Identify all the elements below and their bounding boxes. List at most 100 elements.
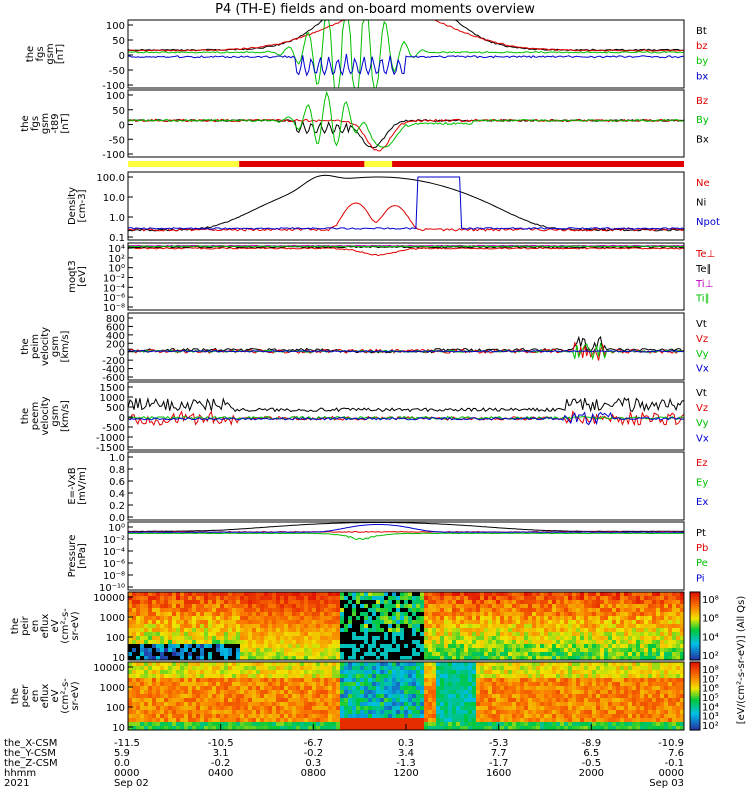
spectrogram-cell (668, 648, 673, 653)
spectrogram-cell (368, 674, 373, 679)
spectrogram-cell (404, 698, 409, 703)
spectrogram-cell (652, 666, 657, 671)
spectrogram-cell (676, 682, 681, 687)
spectrogram-cell (372, 616, 377, 621)
spectrogram-cell (616, 706, 621, 711)
spectrogram-cell (260, 656, 265, 661)
spectrogram-cell (276, 686, 281, 691)
spectrogram-cell (204, 640, 209, 645)
spectrogram-cell (188, 624, 193, 629)
spectrogram-cell (280, 604, 285, 609)
spectrogram-cell (196, 592, 201, 597)
spectrogram-cell (448, 624, 453, 629)
spectrogram-cell (652, 608, 657, 613)
spectrogram-cell (596, 592, 601, 597)
spectrogram-cell (640, 632, 645, 637)
spectrogram-cell (664, 604, 669, 609)
spectrogram-cell (224, 624, 229, 629)
spectrogram-cell (272, 666, 277, 671)
spectrogram-cell (324, 662, 329, 667)
spectrogram-cell (488, 596, 493, 601)
spectrogram-cell (540, 714, 545, 719)
spectrogram-cell (232, 640, 237, 645)
spectrogram-cell (428, 648, 433, 653)
spectrogram-cell (156, 652, 161, 657)
spectrogram-cell (556, 596, 561, 601)
spectrogram-cell (636, 714, 641, 719)
spectrogram-cell (484, 674, 489, 679)
spectrogram-cell (196, 722, 201, 727)
spectrogram-cell (420, 604, 425, 609)
spectrogram-cell (264, 706, 269, 711)
spectrogram-cell (608, 702, 613, 707)
spectrogram-cell (624, 648, 629, 653)
spectrogram-cell (244, 652, 249, 657)
spectrogram-cell (572, 722, 577, 727)
spectrogram-cell (368, 670, 373, 675)
spectrogram-cell (316, 604, 321, 609)
spectrogram-cell (140, 644, 145, 649)
spectrogram-cell (364, 624, 369, 629)
spectrogram-cell (492, 648, 497, 653)
spectrogram-cell (164, 698, 169, 703)
spectrogram-cell (284, 648, 289, 653)
spectrogram-cell (160, 674, 165, 679)
spectrogram-cell (616, 604, 621, 609)
spectrogram-cell (468, 694, 473, 699)
spectrogram-cell (540, 698, 545, 703)
spectrogram-cell (132, 666, 137, 671)
spectrogram-cell (480, 714, 485, 719)
spectrogram-cell (268, 604, 273, 609)
spectrogram-cell (140, 616, 145, 621)
spectrogram-cell (260, 706, 265, 711)
spectrogram-cell (396, 682, 401, 687)
spectrogram-cell (676, 722, 681, 727)
spectrogram-cell (480, 718, 485, 723)
spectrogram-cell (676, 648, 681, 653)
spectrogram-cell (576, 592, 581, 597)
spectrogram-cell (528, 652, 533, 657)
spectrogram-cell (668, 620, 673, 625)
spectrogram-cell (292, 608, 297, 613)
spectrogram-cell (176, 596, 181, 601)
spectrogram-cell (580, 592, 585, 597)
spectrogram-cell (184, 636, 189, 641)
spectrogram-cell (364, 698, 369, 703)
spectrogram-cell (136, 592, 141, 597)
spectrogram-cell (540, 600, 545, 605)
spectrogram-cell (164, 666, 169, 671)
spectrogram-cell (152, 690, 157, 695)
spectrogram-cell (404, 596, 409, 601)
spectrogram-cell (152, 682, 157, 687)
spectrogram-cell (348, 714, 353, 719)
spectrogram-cell (136, 682, 141, 687)
spectrogram-cell (228, 690, 233, 695)
spectrogram-cell (304, 656, 309, 661)
spectrogram-cell (136, 726, 141, 731)
spectrogram-cell (148, 706, 153, 711)
spectrogram-cell (388, 718, 393, 723)
spectrogram-cell (136, 604, 141, 609)
spectrogram-cell (564, 726, 569, 731)
spectrogram-cell (204, 644, 209, 649)
spectrogram-cell (424, 640, 429, 645)
spectrogram-cell (532, 690, 537, 695)
spectrogram-cell (428, 698, 433, 703)
spectrogram-cell (372, 702, 377, 707)
spectrogram-cell (160, 604, 165, 609)
spectrogram-cell (456, 690, 461, 695)
spectrogram-cell (536, 682, 541, 687)
spectrogram-cell (384, 636, 389, 641)
spectrogram-cell (652, 698, 657, 703)
spectrogram-cell (320, 714, 325, 719)
spectrogram-cell (136, 620, 141, 625)
spectrogram-cell (420, 686, 425, 691)
spectrogram-cell (536, 640, 541, 645)
spectrogram-cell (340, 682, 345, 687)
spectrogram-cell (432, 648, 437, 653)
spectrogram-cell (660, 640, 665, 645)
spectrogram-cell (484, 710, 489, 715)
spectrogram-cell (640, 656, 645, 661)
spectrogram-cell (280, 682, 285, 687)
spectrogram-cell (360, 698, 365, 703)
